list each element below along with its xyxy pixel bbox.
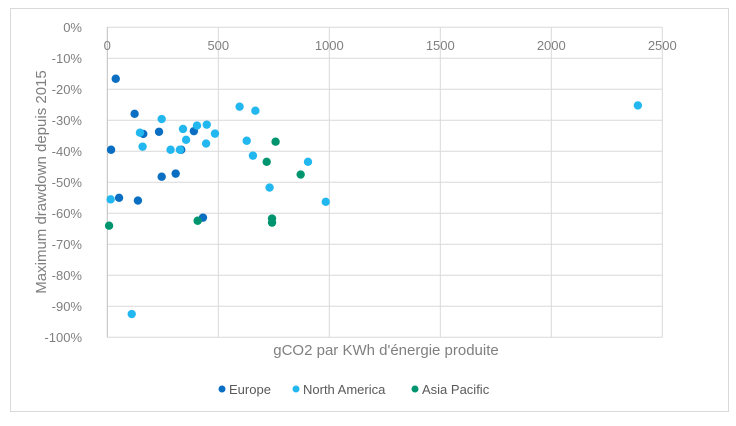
point-europe bbox=[157, 172, 166, 181]
point-north-america bbox=[201, 139, 211, 148]
x-tick-label: 2000 bbox=[537, 38, 566, 53]
point-asia-pacific bbox=[193, 216, 202, 225]
y-axis-title: Maximum drawdown depuis 2015 bbox=[33, 70, 50, 293]
point-north-america bbox=[178, 124, 188, 134]
x-tick-label: 500 bbox=[207, 38, 229, 53]
point-north-america bbox=[251, 106, 260, 115]
legend-label-europe: Europe bbox=[229, 382, 271, 397]
point-north-america bbox=[242, 136, 251, 145]
point-north-america bbox=[175, 145, 185, 154]
point-north-america bbox=[303, 157, 313, 167]
y-tick-label: -10% bbox=[52, 51, 83, 66]
y-tick-label: -60% bbox=[52, 206, 83, 221]
x-tick-label: 1000 bbox=[315, 38, 344, 53]
x-tick-label: 0 bbox=[104, 38, 111, 53]
point-north-america bbox=[633, 101, 643, 110]
point-europe bbox=[111, 74, 120, 83]
point-asia-pacific bbox=[267, 218, 277, 227]
y-tick-label: -20% bbox=[52, 82, 83, 97]
point-north-america bbox=[135, 128, 145, 137]
legend-marker-asia-pacific bbox=[411, 385, 419, 393]
point-europe bbox=[106, 145, 116, 154]
point-north-america bbox=[181, 135, 191, 145]
point-north-america bbox=[248, 151, 258, 160]
legend: Europe North America Asia Pacific bbox=[218, 382, 490, 397]
x-tick-label: 2500 bbox=[648, 38, 677, 53]
data-points bbox=[104, 74, 643, 319]
y-tick-label: -100% bbox=[44, 330, 82, 345]
point-asia-pacific bbox=[104, 221, 114, 230]
x-tick-labels: 0 500 1000 1500 2000 2500 bbox=[104, 38, 677, 53]
point-europe bbox=[154, 127, 164, 136]
legend-label-asia-pacific: Asia Pacific bbox=[422, 382, 490, 397]
legend-marker-europe bbox=[218, 385, 226, 393]
point-north-america bbox=[192, 121, 202, 130]
gridlines bbox=[106, 26, 663, 338]
x-tick-label: 1500 bbox=[426, 38, 455, 53]
y-tick-label: -70% bbox=[52, 237, 83, 252]
point-north-america bbox=[210, 129, 220, 138]
y-tick-label: -80% bbox=[52, 268, 83, 283]
legend-marker-north-america bbox=[292, 385, 300, 393]
y-tick-label: -90% bbox=[52, 299, 83, 314]
point-europe bbox=[171, 169, 180, 178]
y-tick-label: -30% bbox=[52, 113, 83, 128]
point-north-america bbox=[127, 309, 136, 319]
point-north-america bbox=[265, 183, 274, 192]
point-asia-pacific bbox=[271, 137, 280, 146]
x-axis-title: gCO2 par KWh d'énergie produite bbox=[273, 342, 499, 359]
point-europe bbox=[114, 193, 124, 202]
y-tick-labels: 0% -10% -20% -30% -40% -50% -60% -70% -80% -90% -1… bbox=[44, 20, 82, 345]
y-tick-label: -50% bbox=[52, 175, 83, 190]
point-north-america bbox=[157, 114, 166, 124]
point-north-america bbox=[106, 195, 115, 204]
point-north-america bbox=[235, 102, 244, 111]
y-tick-label: 0% bbox=[63, 20, 82, 35]
point-north-america bbox=[321, 197, 330, 207]
point-europe bbox=[133, 196, 143, 205]
point-asia-pacific bbox=[296, 170, 305, 179]
point-north-america bbox=[138, 142, 147, 151]
chart-border bbox=[10, 8, 729, 412]
point-asia-pacific bbox=[262, 157, 271, 167]
legend-label-north-america: North America bbox=[303, 382, 386, 397]
point-north-america bbox=[166, 145, 175, 154]
y-tick-label: -40% bbox=[52, 144, 83, 159]
point-north-america bbox=[202, 120, 211, 129]
point-europe bbox=[130, 109, 139, 118]
